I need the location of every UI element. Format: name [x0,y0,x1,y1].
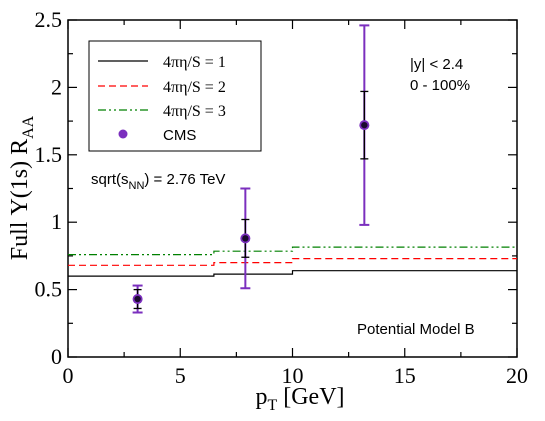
axis-ticks [67,19,518,358]
legend: 4πη/S = 1 4πη/S = 2 4πη/S = 3 CMS [88,40,262,152]
annotation-energy-tail: ) = 2.76 TeV [144,171,225,188]
legend-label-cms: CMS [163,127,196,144]
annotation-centrality: 0 - 100% [410,77,470,94]
annotation-model: Potential Model B [357,321,475,338]
cms-point [242,235,249,242]
y-axis-label: Full Υ(1s) RAA [7,115,37,260]
y-tick-label: 1 [51,209,62,234]
axis-tick-labels: 0 5 10 15 20 0 0.5 1 1.5 2 2.5 [35,7,529,388]
legend-box [88,40,262,152]
y-axis-label-main: Full Υ(1s) R [7,139,33,260]
x-axis-label: pT [GeV] [255,384,344,414]
series-layer [68,246,517,277]
legend-label-1: 4πη/S = 1 [163,54,226,71]
annotation-energy-main: sqrt(s [91,171,129,188]
y-tick-label: 0.5 [35,277,63,302]
x-axis-label-main: p [255,384,267,410]
series-line-3 [68,246,517,256]
y-tick-label: 2.5 [35,7,63,32]
legend-marker-cms [118,129,128,139]
x-tick-label: 15 [394,363,416,388]
y-tick-label: 0 [51,344,62,369]
series-line-1 [68,270,517,277]
y-tick-label: 1.5 [35,142,63,167]
x-axis-label-unit: [GeV] [277,384,344,410]
x-tick-label: 20 [506,363,528,388]
cms-point [134,295,141,303]
cms-point [361,121,368,129]
x-tick-label: 0 [63,363,74,388]
annotation-rapidity: |y| < 2.4 [410,56,463,73]
x-tick-label: 10 [282,363,304,388]
series-line-2 [68,258,517,266]
y-tick-label: 2 [51,74,62,99]
legend-label-3: 4πη/S = 3 [163,103,226,120]
legend-label-2: 4πη/S = 2 [163,79,226,96]
y-axis-label-sub: AA [20,115,37,139]
x-tick-label: 5 [175,363,186,388]
x-axis-label-sub: T [267,397,277,414]
annotation-energy-sub: NN [129,180,145,192]
annotation-energy: sqrt(sNN) = 2.76 TeV [91,171,225,192]
points-layer [132,24,370,314]
